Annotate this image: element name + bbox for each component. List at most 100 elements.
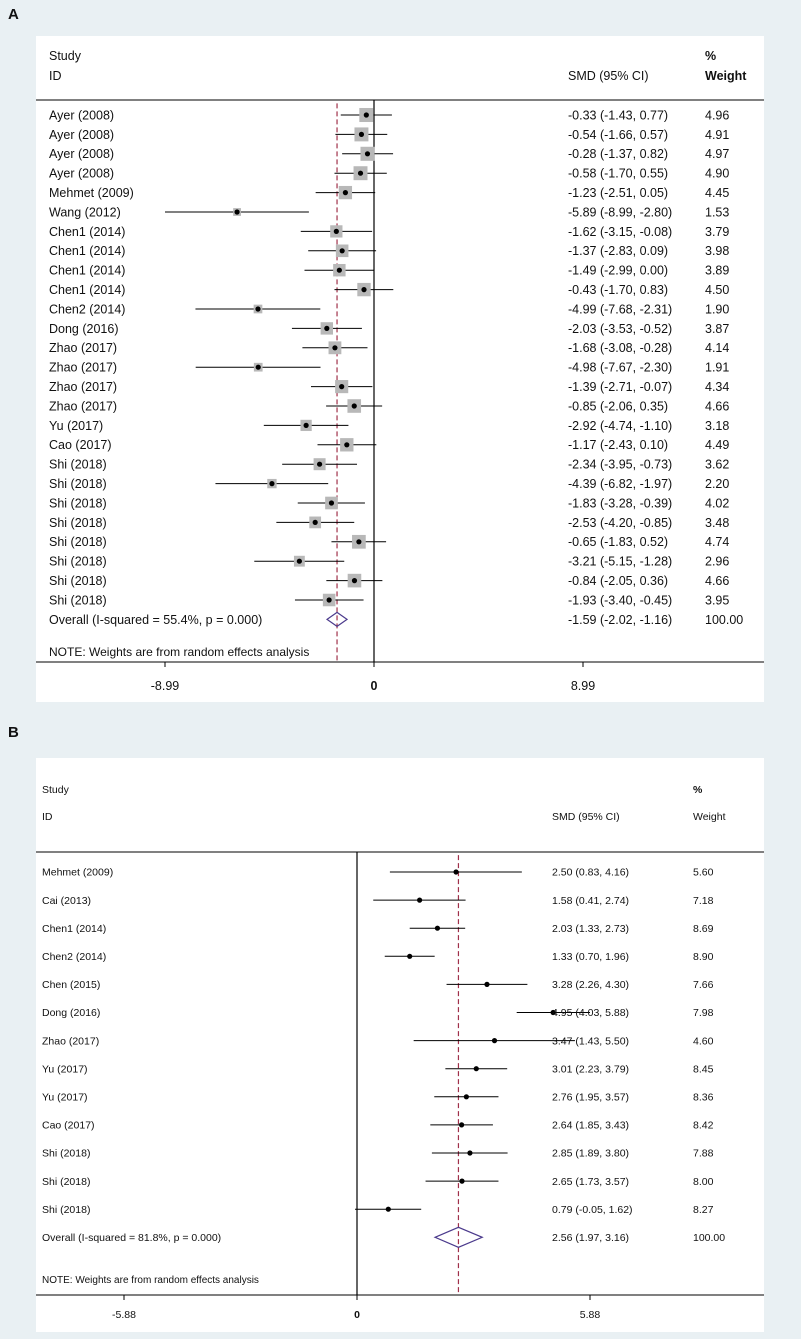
weight-value: 8.27 [693, 1204, 714, 1216]
weight-value: 7.88 [693, 1148, 714, 1160]
weight-value: 8.45 [693, 1063, 714, 1075]
effect-estimate: 2.03 (1.33, 2.73) [552, 923, 629, 935]
x-tick-label: 8.99 [571, 679, 595, 693]
study-label: Yu (2017) [42, 1063, 88, 1075]
study-label: Shi (2018) [42, 1148, 90, 1160]
effect-estimate: -0.28 (-1.37, 0.82) [568, 147, 668, 161]
study-label: Shi (2018) [49, 555, 107, 569]
weight-value: 8.00 [693, 1176, 714, 1188]
overall-weight: 100.00 [705, 613, 743, 627]
effect-estimate: 3.47 (1.43, 5.50) [552, 1035, 629, 1047]
point-estimate [459, 1122, 465, 1128]
weight-value: 8.69 [693, 923, 714, 935]
study-label: Shi (2018) [42, 1204, 90, 1216]
effect-estimate: 3.28 (2.26, 4.30) [552, 979, 629, 991]
header-id: ID [49, 69, 62, 83]
weight-value: 2.20 [705, 477, 729, 491]
effect-estimate: -5.89 (-8.99, -2.80) [568, 205, 672, 219]
point-estimate [407, 953, 413, 959]
panel-label-a: A [8, 6, 19, 23]
point-estimate [351, 403, 357, 409]
point-estimate [255, 364, 261, 370]
weight-value: 4.90 [705, 167, 729, 181]
weight-value: 3.95 [705, 593, 729, 607]
effect-estimate: -0.85 (-2.06, 0.35) [568, 399, 668, 413]
study-label: Zhao (2017) [49, 399, 117, 413]
effect-estimate: -0.65 (-1.83, 0.52) [568, 535, 668, 549]
weight-value: 4.49 [705, 438, 729, 452]
study-label: Ayer (2008) [49, 147, 114, 161]
effect-estimate: -2.92 (-4.74, -1.10) [568, 419, 672, 433]
weight-value: 4.74 [705, 535, 729, 549]
point-estimate [328, 500, 335, 506]
effect-estimate: -2.03 (-3.53, -0.52) [568, 322, 672, 336]
weight-value: 4.45 [705, 186, 729, 200]
point-estimate [550, 1009, 556, 1016]
study-label: Shi (2018) [42, 1176, 90, 1188]
point-estimate [358, 131, 365, 137]
point-estimate [326, 597, 332, 603]
overall-label: Overall (I-squared = 81.8%, p = 0.000) [42, 1232, 221, 1244]
point-estimate [453, 869, 459, 875]
point-estimate [473, 1066, 479, 1072]
weight-value: 4.14 [705, 341, 729, 355]
study-label: Shi (2018) [49, 593, 107, 607]
effect-estimate: -2.53 (-4.20, -0.85) [568, 516, 672, 530]
effect-estimate: -0.84 (-2.05, 0.36) [568, 574, 668, 588]
x-tick-label: -5.88 [112, 1309, 136, 1321]
x-tick-label: 0 [354, 1309, 360, 1321]
point-estimate [339, 384, 345, 390]
weight-value: 4.66 [705, 574, 729, 588]
study-label: Shi (2018) [49, 516, 107, 530]
overall-estimate: -1.59 (-2.02, -1.16) [568, 613, 672, 627]
study-label: Chen2 (2014) [42, 951, 106, 963]
forest-plot-a: Study ID SMD (95% CI)% Weight Ayer (2008) -0.… [36, 49, 764, 693]
study-label: Zhao (2017) [49, 380, 117, 394]
weight-value: 4.96 [705, 108, 729, 122]
weight-value: 4.02 [705, 496, 729, 510]
weight-value: 3.18 [705, 419, 729, 433]
study-label: Ayer (2008) [49, 108, 114, 122]
study-label: Mehmet (2009) [42, 867, 113, 879]
study-label: Chen1 (2014) [49, 283, 125, 297]
weight-value: 8.42 [693, 1120, 714, 1132]
header-percent: % [693, 784, 703, 796]
effect-estimate: -1.37 (-2.83, 0.09) [568, 244, 668, 258]
effect-estimate: -4.99 (-7.68, -2.31) [568, 302, 672, 316]
weight-value: 7.18 [693, 895, 714, 907]
study-label: Chen1 (2014) [49, 264, 125, 278]
study-label: Shi (2018) [49, 496, 107, 510]
effect-estimate: -0.54 (-1.66, 0.57) [568, 128, 668, 142]
point-estimate [303, 422, 309, 428]
point-estimate [342, 190, 349, 196]
effect-estimate: -1.49 (-2.99, 0.00) [568, 264, 668, 278]
study-label: Zhao (2017) [49, 361, 117, 375]
x-tick-label: 0 [371, 679, 378, 693]
weight-value: 3.48 [705, 516, 729, 530]
weight-value: 1.53 [705, 205, 729, 219]
weight-value: 1.90 [705, 302, 729, 316]
effect-estimate: 0.79 (-0.05, 1.62) [552, 1204, 633, 1216]
study-label: Dong (2016) [42, 1007, 100, 1019]
x-tick-label: 5.88 [580, 1309, 601, 1321]
effect-estimate: -1.17 (-2.43, 0.10) [568, 438, 668, 452]
point-estimate [344, 442, 350, 448]
point-estimate [324, 325, 330, 331]
forest-plot-a-frame [36, 36, 764, 702]
weight-value: 8.36 [693, 1091, 714, 1103]
point-estimate [357, 170, 364, 176]
study-label: Cai (2013) [42, 895, 91, 907]
study-label: Yu (2017) [49, 419, 103, 433]
point-estimate [434, 925, 441, 931]
point-estimate [356, 539, 362, 545]
point-estimate [333, 228, 339, 234]
effect-estimate: -4.39 (-6.82, -1.97) [568, 477, 672, 491]
study-label: Cao (2017) [49, 438, 112, 452]
point-estimate [351, 578, 358, 584]
effect-estimate: -0.58 (-1.70, 0.55) [568, 167, 668, 181]
overall-estimate: 2.56 (1.97, 3.16) [552, 1232, 629, 1244]
forest-plot-b-frame [36, 758, 764, 1332]
point-estimate [385, 1206, 391, 1212]
point-estimate [269, 481, 275, 487]
